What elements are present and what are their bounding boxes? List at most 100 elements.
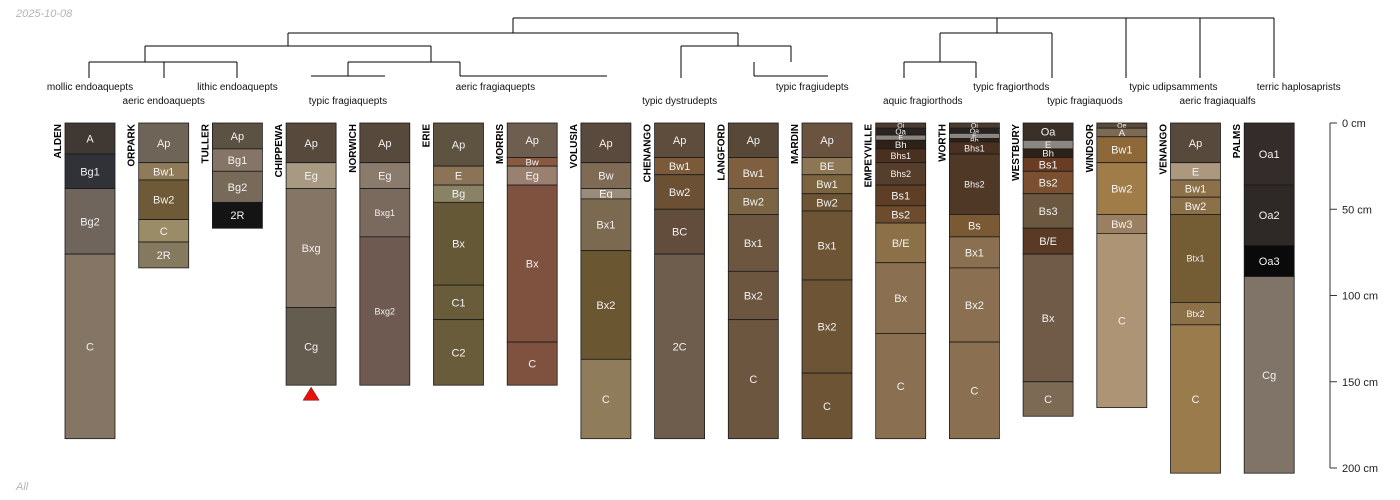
horizon-label: Bw1 [816, 179, 837, 191]
profile-name: NORWICH [348, 124, 359, 173]
horizon-label: C [602, 394, 610, 406]
horizon-label: Bg2 [80, 216, 100, 228]
horizon-label: Eg [599, 189, 612, 201]
horizon-rect [285, 122, 337, 164]
horizon-label: Bs1 [891, 190, 910, 202]
horizon-label: Oa2 [1259, 210, 1280, 222]
depth-tick-label: 200 cm [1342, 463, 1378, 475]
horizon-label: Ap [378, 138, 391, 150]
horizon-label: Oa [895, 127, 906, 136]
horizon-rect [801, 122, 853, 158]
horizon-label: Oa3 [1259, 256, 1280, 268]
horizon-label: Bhs2 [964, 179, 985, 189]
horizon-label: Bs [968, 221, 981, 233]
taxon-label: typic fragiaquepts [309, 96, 387, 107]
horizon-label: Bw2 [153, 195, 174, 207]
horizon-label: C [86, 341, 94, 353]
horizon-rect [359, 162, 411, 189]
horizon-rect [1022, 253, 1074, 383]
profile-name: CHENANGO [643, 124, 654, 183]
horizon-label: C [823, 401, 831, 413]
horizon-label: C [160, 226, 168, 238]
profile-name: VENANGO [1159, 124, 1170, 175]
horizon-label: Bx1 [744, 238, 763, 250]
horizon-label: Cg [1262, 370, 1276, 382]
horizon-label: Bw1 [669, 161, 690, 173]
horizon-rect [1096, 162, 1148, 215]
truncation-marker [302, 386, 320, 401]
horizon-label: Bx1 [818, 240, 837, 252]
horizon-label: Bh [970, 138, 979, 145]
taxon-label: typic dystrudepts [642, 96, 717, 107]
horizon-rect [727, 270, 779, 321]
horizon-label: Bx2 [818, 322, 837, 334]
horizon-label: Bxg2 [375, 306, 396, 316]
profile-name: ORPARK [127, 123, 138, 166]
horizon-label: Bx1 [596, 220, 615, 232]
horizon-rect [1243, 276, 1295, 474]
horizon-rect [433, 122, 484, 167]
horizon-rect [506, 341, 558, 386]
horizon-label: Bx2 [965, 300, 984, 312]
horizon-label: Bw2 [1185, 201, 1206, 213]
horizon-label: Ap [452, 140, 465, 152]
horizon-rect [1170, 214, 1221, 303]
horizon-label: Bw2 [669, 187, 690, 199]
horizon-label: B/E [892, 238, 910, 250]
horizon-label: Bx2 [744, 290, 763, 302]
horizon-label: Ap [599, 138, 612, 150]
horizon-label: C [897, 381, 905, 393]
horizon-label: Oa [1041, 127, 1057, 139]
horizon-label: BE [820, 161, 835, 173]
horizon-label: A [86, 133, 94, 145]
horizon-label: Bg1 [228, 155, 248, 167]
horizon-rect [359, 122, 411, 164]
horizon-rect [138, 122, 190, 164]
horizon-rect [285, 188, 337, 308]
depth-tick-label: 150 cm [1342, 377, 1378, 389]
horizon-label: 2C [673, 341, 687, 353]
horizon-rect [506, 122, 558, 158]
horizon-label: Bhs2 [890, 169, 911, 179]
horizon-label: 2R [230, 210, 244, 222]
horizon-label: Ap [673, 135, 686, 147]
profile-name: WESTBURY [1011, 124, 1022, 181]
profile-name: EMPEYVILLE [864, 124, 875, 188]
depth-tick-label: 50 cm [1342, 204, 1372, 216]
taxon-label: aeric fragiaquepts [456, 82, 536, 93]
taxon-label: lithic endoaquepts [197, 82, 278, 93]
taxon-label: aeric endoaquepts [123, 96, 205, 107]
horizon-rect [875, 333, 927, 440]
taxon-label: aeric fragiaqualfs [1180, 96, 1256, 107]
horizon-label: Bw1 [1185, 184, 1206, 196]
horizon-label: Bg [452, 189, 465, 201]
horizon-label: Bhs1 [964, 143, 985, 153]
depth-tick-label: 100 cm [1342, 291, 1378, 303]
horizon-label: Bw2 [743, 196, 764, 208]
horizon-label: Btx2 [1186, 309, 1204, 319]
profile-name: ERIE [422, 124, 433, 148]
horizon-label: Ap [157, 138, 170, 150]
set-label: All [16, 481, 29, 493]
horizon-label: Bw3 [1111, 219, 1132, 231]
profile-name: LANGFORD [716, 124, 727, 181]
taxon-label: typic fragiudepts [776, 82, 849, 93]
horizon-label: E [1192, 166, 1199, 178]
horizon-label: Bw2 [816, 197, 837, 209]
horizon-label: Eg [304, 171, 317, 183]
horizon-rect [1170, 122, 1221, 164]
horizon-rect [138, 241, 190, 269]
horizon-label: Bx2 [596, 300, 615, 312]
horizon-rect [1096, 232, 1148, 409]
horizon-rect [433, 319, 484, 386]
horizon-rect [1170, 324, 1221, 474]
horizon-label: Btx1 [1186, 254, 1204, 264]
horizon-label: Ap [304, 138, 317, 150]
horizon-label: Ap [1189, 138, 1202, 150]
horizon-rect [64, 188, 116, 255]
horizon-rect [285, 307, 337, 386]
horizon-label: E [898, 135, 903, 142]
profile-name: MORRIS [495, 124, 506, 164]
horizon-rect [654, 208, 705, 255]
